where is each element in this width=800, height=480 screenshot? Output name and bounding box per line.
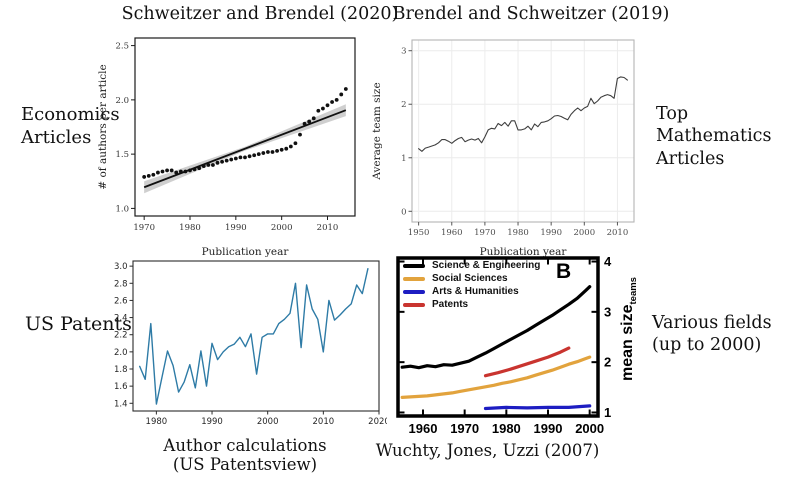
svg-text:1: 1 xyxy=(604,405,611,420)
title-schweitzer-brendel-2020: Schweitzer and Brendel (2020) xyxy=(121,4,399,24)
svg-text:1990: 1990 xyxy=(534,421,563,436)
legend-item-arts-humanities: Arts & Humanities xyxy=(403,286,540,297)
svg-text:2000: 2000 xyxy=(271,223,293,233)
svg-text:2000: 2000 xyxy=(257,417,279,427)
svg-text:2000: 2000 xyxy=(573,228,595,238)
social-sciences-swatch xyxy=(403,276,425,281)
panel-label-b: B xyxy=(556,260,572,283)
svg-text:1.0: 1.0 xyxy=(115,204,129,214)
svg-text:3: 3 xyxy=(401,47,406,57)
svg-text:2020: 2020 xyxy=(368,417,387,427)
economics-authors-plot: 1970 1980 1990 2000 2010 1.0 1.5 2.0 2.5 Publicat… xyxy=(97,37,356,258)
svg-text:1990: 1990 xyxy=(540,228,562,238)
svg-text:1950: 1950 xyxy=(408,228,430,238)
svg-text:1990: 1990 xyxy=(225,223,247,233)
svg-text:1980: 1980 xyxy=(146,417,168,427)
caption-wuchty-jones-uzzi: Wuchty, Jones, Uzzi (2007) xyxy=(375,441,600,460)
legend-label: Social Sciences xyxy=(432,273,508,284)
legend-item-social-sciences: Social Sciences xyxy=(403,273,540,284)
wuchty-legend: Science & Engineering Social Sciences Ar… xyxy=(403,260,541,310)
mathematics-teamsize-plot: 1950 1960 1970 1980 1990 2000 2010 0 1 2 3 Publicat… xyxy=(371,39,635,258)
label-us-patents: US Patents xyxy=(25,313,132,335)
svg-text:2.0: 2.0 xyxy=(114,348,128,358)
svg-text:1970: 1970 xyxy=(133,223,155,233)
svg-text:Average team size: Average team size xyxy=(371,82,383,180)
svg-text:1960: 1960 xyxy=(441,228,463,238)
svg-text:1980: 1980 xyxy=(507,228,529,238)
svg-text:4: 4 xyxy=(604,254,612,269)
mathematics-teamsize-chart: 1950 1960 1970 1980 1990 2000 2010 0 1 2 3 Publicat… xyxy=(368,30,646,260)
svg-text:1.8: 1.8 xyxy=(114,365,128,375)
svg-text:2.6: 2.6 xyxy=(114,296,128,306)
svg-text:2.5: 2.5 xyxy=(115,42,129,52)
svg-text:1990: 1990 xyxy=(201,417,223,427)
svg-text:2000: 2000 xyxy=(575,421,604,436)
svg-text:# of authors per article: # of authors per article xyxy=(97,64,109,189)
economics-authors-chart: 1970 1980 1990 2000 2010 1.0 1.5 2.0 2.5 Publicat… xyxy=(95,30,367,260)
svg-text:2010: 2010 xyxy=(607,228,629,238)
svg-text:2: 2 xyxy=(604,355,611,370)
label-top-mathematics-articles: Top Mathematics Articles xyxy=(656,104,772,169)
caption-author-calculations: Author calculations (US Patentsview) xyxy=(130,436,360,475)
svg-text:2010: 2010 xyxy=(313,417,335,427)
label-various-fields: Various fields (up to 2000) xyxy=(652,313,772,356)
svg-text:2.8: 2.8 xyxy=(114,279,128,289)
svg-text:0: 0 xyxy=(401,207,406,217)
svg-text:1970: 1970 xyxy=(450,421,479,436)
legend-label: Science & Engineering xyxy=(432,260,541,271)
legend-label: Patents xyxy=(432,299,469,310)
legend-label: Arts & Humanities xyxy=(432,286,519,297)
us-patents-plot: 1980 1990 2000 2010 2020 1.4 1.6 1.8 2.0 2.2 2.4 2.… xyxy=(114,260,387,427)
svg-text:2: 2 xyxy=(401,100,406,110)
svg-text:2010: 2010 xyxy=(317,223,339,233)
svg-text:1980: 1980 xyxy=(492,421,521,436)
legend-item-science-engineering: Science & Engineering xyxy=(403,260,541,271)
svg-text:2.2: 2.2 xyxy=(114,331,128,341)
svg-text:1.6: 1.6 xyxy=(114,382,128,392)
svg-text:Publication year: Publication year xyxy=(202,246,290,258)
svg-text:1.4: 1.4 xyxy=(114,399,128,409)
svg-text:Publication year: Publication year xyxy=(480,246,568,258)
patents-swatch xyxy=(403,302,425,307)
title-brendel-schweitzer-2019: Brendel and Schweitzer (2019) xyxy=(392,4,670,24)
svg-text:1: 1 xyxy=(401,154,406,164)
svg-text:mean sizeteams: mean sizeteams xyxy=(619,277,639,381)
svg-text:2.4: 2.4 xyxy=(114,314,128,324)
svg-text:1980: 1980 xyxy=(179,223,201,233)
svg-text:2.0: 2.0 xyxy=(115,96,129,106)
svg-text:1970: 1970 xyxy=(474,228,496,238)
legend-item-patents: Patents xyxy=(403,299,540,310)
arts-humanities-swatch xyxy=(403,289,425,294)
caption-line-1: Author calculations xyxy=(163,436,327,455)
us-patents-chart: 1980 1990 2000 2010 2020 1.4 1.6 1.8 2.0 2.2 2.4 2.… xyxy=(95,253,387,431)
label-economics-articles: Economics Articles xyxy=(21,104,120,149)
svg-text:3: 3 xyxy=(604,304,611,319)
science-engineering-swatch xyxy=(403,263,425,268)
svg-text:1960: 1960 xyxy=(409,421,438,436)
wuchty-fields-chart: 1960 1970 1980 1990 2000 1 2 3 4 mean sizeteams S… xyxy=(390,250,640,440)
caption-line-2: (US Patentsview) xyxy=(172,455,318,475)
svg-text:1.5: 1.5 xyxy=(115,150,129,160)
svg-text:3.0: 3.0 xyxy=(114,262,128,272)
